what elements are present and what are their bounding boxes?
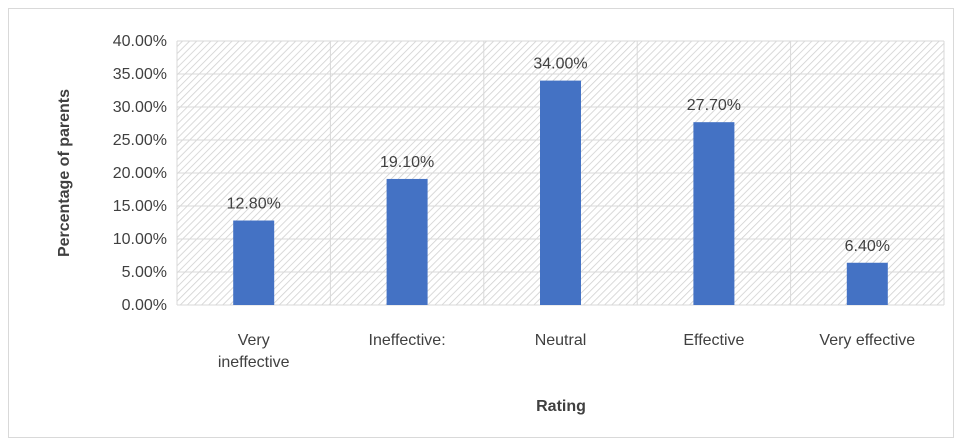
- y-tick-label: 0.00%: [122, 297, 167, 314]
- x-tick-label: Very effective: [819, 332, 915, 349]
- bars: [233, 80, 888, 306]
- bar-chart: 0.00% 5.00% 10.00% 15.00% 20.00% 25.00% 30.00%…: [56, 33, 945, 415]
- x-tick-label: Effective: [683, 332, 744, 349]
- data-label: 6.40%: [845, 238, 890, 255]
- x-tick-label: Very ineffective: [218, 332, 290, 371]
- data-label: 12.80%: [227, 196, 281, 213]
- bar: [540, 80, 581, 305]
- bar: [386, 178, 428, 305]
- x-axis-ticks: Very ineffective Ineffective: Neutral Effect…: [218, 332, 915, 371]
- x-tick-label: Neutral: [535, 332, 587, 349]
- chart-container: 0.00% 5.00% 10.00% 15.00% 20.00% 25.00% 30.00%…: [8, 8, 954, 438]
- y-tick-label: 35.00%: [113, 66, 167, 83]
- y-tick-label: 40.00%: [113, 33, 167, 50]
- y-tick-label: 5.00%: [122, 264, 167, 281]
- data-label: 34.00%: [533, 56, 587, 73]
- bar: [233, 220, 275, 305]
- x-tick-label: Ineffective:: [369, 332, 446, 349]
- y-axis-title: Percentage of parents: [56, 89, 73, 257]
- y-tick-label: 10.00%: [113, 231, 167, 248]
- y-tick-label: 25.00%: [113, 132, 167, 149]
- x-axis-title: Rating: [536, 398, 586, 415]
- y-tick-label: 30.00%: [113, 99, 167, 116]
- data-label: 27.70%: [687, 97, 741, 114]
- data-labels: 12.80% 19.10% 34.00% 27.70% 6.40%: [227, 56, 890, 255]
- bar: [846, 262, 888, 305]
- y-tick-label: 20.00%: [113, 165, 167, 182]
- bar: [693, 122, 735, 306]
- y-axis-ticks: 0.00% 5.00% 10.00% 15.00% 20.00% 25.00% 30.00%…: [113, 33, 167, 314]
- data-label: 19.10%: [380, 154, 434, 171]
- y-tick-label: 15.00%: [113, 198, 167, 215]
